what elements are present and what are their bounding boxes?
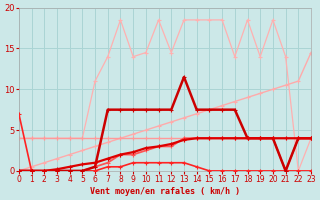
X-axis label: Vent moyen/en rafales ( km/h ): Vent moyen/en rafales ( km/h ) [90,187,240,196]
